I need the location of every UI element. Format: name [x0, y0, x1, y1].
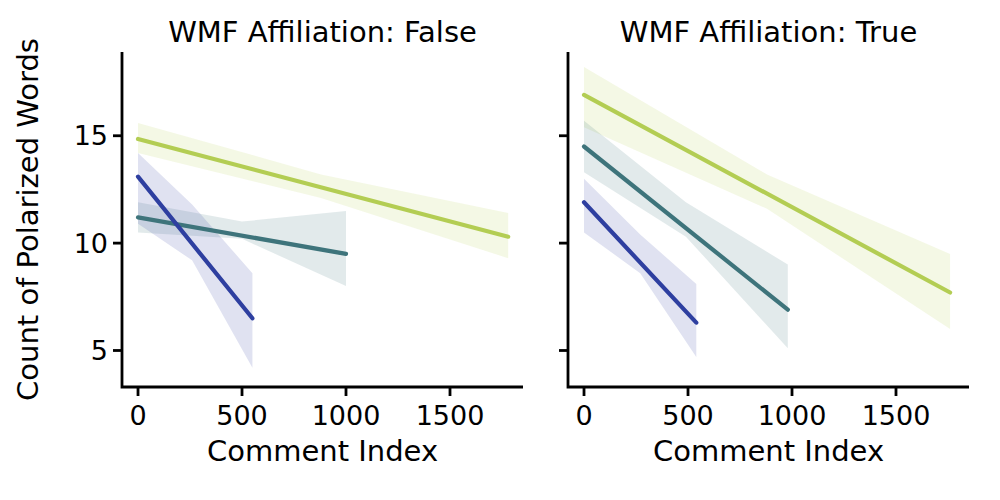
x-tick-label: 1500 — [862, 400, 931, 431]
x-tick-label: 1000 — [758, 400, 827, 431]
y-tick-label: 15 — [74, 120, 108, 151]
y-tick-label: 10 — [74, 228, 108, 259]
panel-title-0: WMF Affiliation: False — [168, 15, 477, 49]
y-axis-label: Count of Polarized Words — [11, 38, 45, 401]
regression-line-blue — [138, 177, 252, 319]
panel-title-1: WMF Affiliation: True — [620, 15, 918, 49]
chart-svg: Count of Polarized Words WMF Affiliation:… — [0, 0, 1000, 500]
x-tick-label: 500 — [216, 400, 268, 431]
x-axis-label-0: Comment Index — [207, 434, 438, 468]
lmplot-figure: Count of Polarized Words WMF Affiliation:… — [0, 0, 1000, 500]
x-axis-label-1: Comment Index — [653, 434, 884, 468]
ci-band-blue — [138, 153, 252, 368]
y-tick-label: 5 — [91, 335, 108, 366]
x-tick-label: 1500 — [416, 400, 485, 431]
x-tick-label: 0 — [575, 400, 592, 431]
x-tick-label: 0 — [129, 400, 146, 431]
x-tick-label: 1000 — [312, 400, 381, 431]
x-tick-label: 500 — [662, 400, 714, 431]
